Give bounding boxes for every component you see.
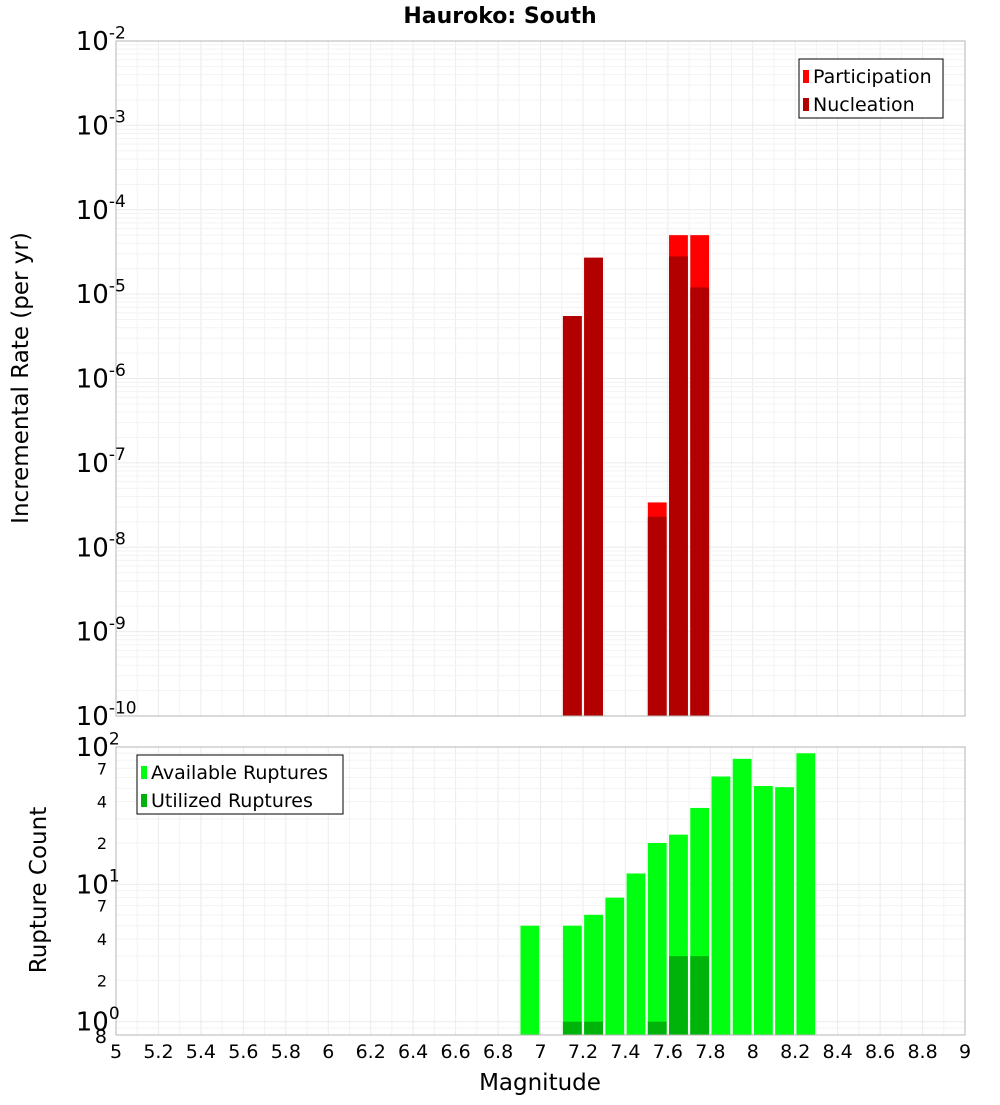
count-y-bottom-tick-label: 8 (95, 1026, 107, 1048)
x-tick-label: 5.4 (186, 1041, 216, 1063)
rate-y-tick-label: 10-8 (76, 530, 126, 564)
x-tick-label: 7.2 (568, 1041, 598, 1063)
count-y-minor-tick-label: 7 (97, 897, 107, 916)
x-tick-label: 7.4 (610, 1041, 640, 1063)
x-tick-label: 6.4 (398, 1041, 428, 1063)
count-y-tick-label: 101 (76, 867, 120, 901)
available-bar (711, 776, 731, 1035)
chart-title: Hauroko: South (403, 4, 596, 29)
x-tick-label: 8 (747, 1041, 759, 1063)
x-tick-label: 6.2 (356, 1041, 386, 1063)
utilized-bar (690, 956, 710, 1035)
available-bar (605, 897, 625, 1035)
count-y-minor-tick-label: 2 (97, 834, 107, 853)
available-bar (753, 786, 773, 1035)
x-tick-label: 5.8 (271, 1041, 301, 1063)
nucleation-bar (669, 256, 688, 716)
count-y-minor-tick-label: 4 (97, 793, 107, 812)
count-plot-frame (115, 746, 966, 1036)
x-axis-label: Magnitude (479, 1070, 601, 1096)
nucleation-bar (584, 257, 603, 716)
available-bar (732, 758, 752, 1035)
available-bar (647, 843, 667, 1035)
x-tick-label: 5.6 (228, 1041, 258, 1063)
count-y-tick-label: 100 (76, 1004, 120, 1038)
rate-y-tick-label: 10-6 (76, 361, 126, 395)
rate-y-tick-label: 10-5 (76, 276, 126, 310)
x-tick-label: 8.6 (865, 1041, 895, 1063)
nucleation-bar (690, 287, 710, 716)
available-bar (520, 925, 540, 1035)
count-legend-box (136, 754, 344, 815)
utilized-bar (669, 956, 688, 1035)
rate-legend-box (798, 58, 944, 119)
count-panel-ylabel: Rupture Count (26, 807, 52, 973)
count-y-minor-tick-label: 7 (97, 759, 107, 778)
rate-y-tick-label: 10-7 (76, 445, 126, 479)
rate-y-tick-label: 10-2 (76, 23, 126, 57)
count-legend-label: Available Ruptures (151, 762, 328, 784)
x-tick-label: 7.6 (653, 1041, 683, 1063)
rate-legend-label: Nucleation (813, 94, 915, 116)
count-y-minor-tick-label: 2 (97, 971, 107, 990)
rate-legend-swatch (803, 98, 809, 111)
available-bar (584, 914, 603, 1035)
utilized-bar (647, 1021, 667, 1035)
x-tick-label: 6 (322, 1041, 334, 1063)
x-tick-label: 6.8 (483, 1041, 513, 1063)
rate-y-tick-label: 10-3 (76, 108, 126, 142)
rate-panel-ylabel: Incremental Rate (per yr) (8, 232, 34, 524)
rate-legend-label: Participation (813, 66, 932, 88)
rate-y-tick-label: 10-4 (76, 192, 126, 226)
x-tick-label: 8.8 (907, 1041, 937, 1063)
rate-legend-swatch (803, 70, 809, 83)
available-bar (626, 873, 646, 1035)
rate-panel: 10-10 10-9 10-8 10-7 10-6 10-5 10-4 10-3 10-2 Par… (76, 23, 966, 732)
count-legend-label: Utilized Ruptures (151, 790, 313, 812)
count-legend-swatch (141, 766, 147, 779)
count-y-minor-tick-label: 4 (97, 930, 107, 949)
x-tick-label: 5.2 (143, 1041, 173, 1063)
nucleation-bar (562, 316, 582, 716)
available-bar (775, 787, 794, 1035)
x-tick-label: 7.8 (695, 1041, 725, 1063)
x-tick-label: 9 (959, 1041, 971, 1063)
count-legend-swatch (141, 794, 147, 807)
x-tick-label: 8.4 (823, 1041, 853, 1063)
count-y-tick-label: 102 (76, 729, 120, 763)
rate-y-tick-label: 10-10 (76, 698, 137, 732)
nucleation-bar (647, 516, 667, 716)
x-tick-label: 7 (534, 1041, 546, 1063)
x-tick-label: 6.6 (440, 1041, 470, 1063)
rate-plot-frame (115, 40, 966, 717)
available-bar (562, 925, 582, 1035)
x-tick-label: 5 (110, 1041, 122, 1063)
utilized-bar (562, 1021, 582, 1035)
rate-y-tick-label: 10-9 (76, 614, 126, 648)
utilized-bar (584, 1021, 603, 1035)
available-bar (796, 753, 816, 1035)
x-tick-label: 8.2 (780, 1041, 810, 1063)
